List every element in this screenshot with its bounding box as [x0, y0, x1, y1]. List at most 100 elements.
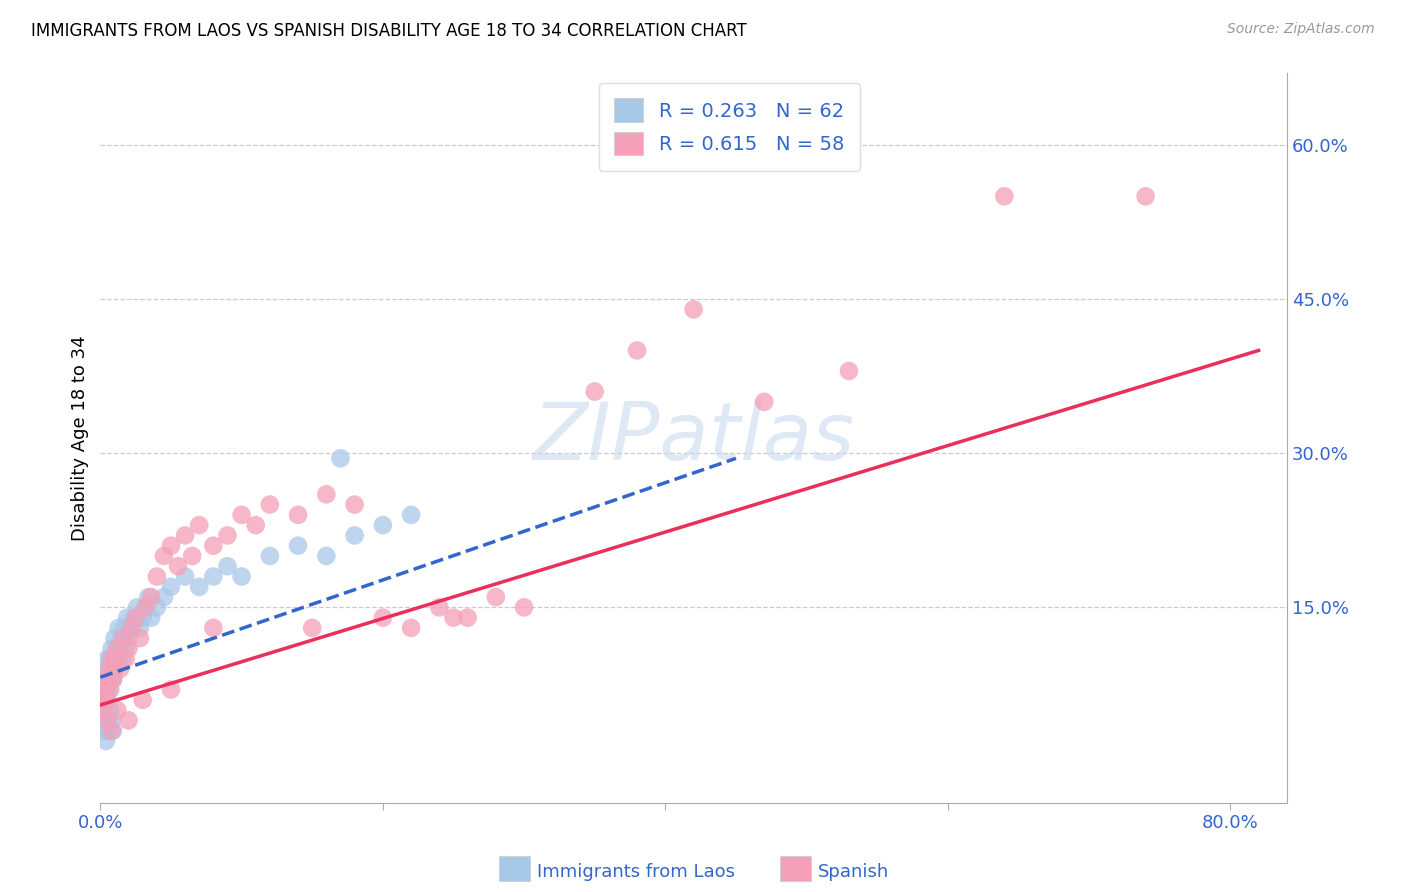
Point — [132, 693, 155, 707]
Point — [682, 302, 704, 317]
Point — [93, 693, 115, 707]
Point — [94, 662, 117, 676]
Point — [105, 641, 128, 656]
Point — [160, 682, 183, 697]
Point — [117, 714, 139, 728]
Point — [371, 518, 394, 533]
Point — [114, 651, 136, 665]
Point — [135, 600, 157, 615]
Point — [188, 580, 211, 594]
Text: Immigrants from Laos: Immigrants from Laos — [537, 863, 735, 881]
Point — [287, 508, 309, 522]
Point — [108, 641, 131, 656]
Point — [100, 723, 122, 738]
Point — [141, 590, 163, 604]
Point — [104, 641, 127, 656]
Point — [90, 693, 112, 707]
Point — [98, 703, 121, 717]
Point — [124, 610, 146, 624]
Point — [167, 559, 190, 574]
Point — [96, 673, 118, 687]
Point — [583, 384, 606, 399]
Legend: R = 0.263   N = 62, R = 0.615   N = 58: R = 0.263 N = 62, R = 0.615 N = 58 — [599, 83, 860, 171]
Point — [96, 673, 118, 687]
Point — [94, 693, 117, 707]
Point — [93, 673, 115, 687]
Point — [174, 528, 197, 542]
Point — [91, 714, 114, 728]
Point — [90, 703, 112, 717]
Point — [174, 569, 197, 583]
Point — [399, 621, 422, 635]
Point — [427, 600, 450, 615]
Point — [94, 734, 117, 748]
Point — [117, 631, 139, 645]
Point — [96, 693, 118, 707]
Point — [91, 682, 114, 697]
Point — [120, 621, 142, 635]
Point — [443, 610, 465, 624]
Point — [231, 569, 253, 583]
Point — [96, 714, 118, 728]
Point — [107, 621, 129, 635]
Point — [122, 610, 145, 624]
Point — [103, 631, 125, 645]
Point — [141, 610, 163, 624]
Point — [98, 682, 121, 697]
Point — [125, 600, 148, 615]
Point — [129, 631, 152, 645]
Point — [101, 651, 124, 665]
Point — [202, 539, 225, 553]
Point — [513, 600, 536, 615]
Point — [399, 508, 422, 522]
Point — [96, 651, 118, 665]
Point — [111, 651, 134, 665]
Point — [315, 549, 337, 563]
Point — [100, 662, 122, 676]
Point — [181, 549, 204, 563]
Point — [100, 651, 122, 665]
Point — [371, 610, 394, 624]
Point — [97, 723, 120, 738]
Point — [98, 651, 121, 665]
Point — [153, 549, 176, 563]
Point — [287, 539, 309, 553]
Y-axis label: Disability Age 18 to 34: Disability Age 18 to 34 — [72, 335, 89, 541]
Point — [97, 682, 120, 697]
Point — [98, 673, 121, 687]
Point — [114, 641, 136, 656]
Text: Source: ZipAtlas.com: Source: ZipAtlas.com — [1227, 22, 1375, 37]
Point — [1135, 189, 1157, 203]
Point — [259, 549, 281, 563]
Text: Spanish: Spanish — [818, 863, 890, 881]
Point — [343, 498, 366, 512]
Point — [135, 600, 157, 615]
Point — [94, 682, 117, 697]
Point — [315, 487, 337, 501]
Point — [93, 723, 115, 738]
Point — [231, 508, 253, 522]
Point — [129, 621, 152, 635]
Point — [117, 641, 139, 656]
Point — [754, 394, 776, 409]
Point — [329, 451, 352, 466]
Point — [97, 662, 120, 676]
Text: ZIPatlas: ZIPatlas — [533, 399, 855, 477]
Point — [146, 600, 169, 615]
Point — [108, 662, 131, 676]
Point — [343, 528, 366, 542]
Point — [457, 610, 479, 624]
Point — [103, 662, 125, 676]
Point — [132, 610, 155, 624]
Point — [93, 688, 115, 702]
Point — [217, 559, 239, 574]
Point — [105, 651, 128, 665]
Point — [111, 631, 134, 645]
Point — [153, 590, 176, 604]
Point — [91, 693, 114, 707]
Point — [100, 641, 122, 656]
Point — [188, 518, 211, 533]
Point — [485, 590, 508, 604]
Point — [93, 682, 115, 697]
Point — [160, 580, 183, 594]
